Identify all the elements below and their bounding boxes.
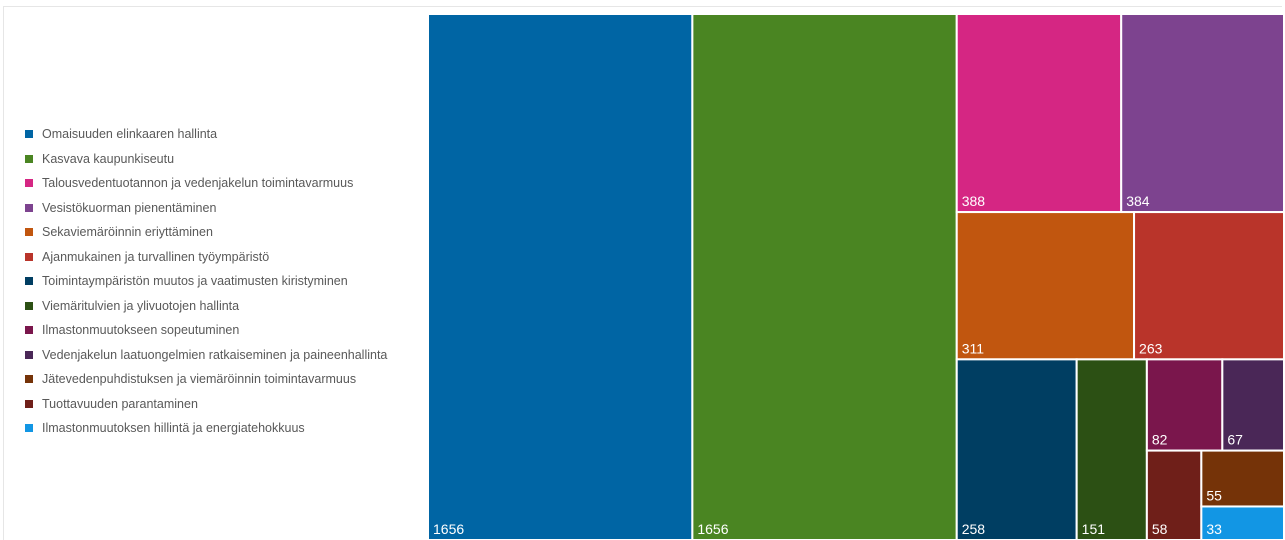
treemap-cell[interactable]: 384: [1120, 13, 1285, 214]
legend-label: Ajanmukainen ja turvallinen työympäristö: [42, 249, 270, 264]
legend-label: Talousvedentuotannon ja vedenjakelun toi…: [42, 176, 354, 191]
legend-label: Ilmastonmuutokseen sopeutuminen: [42, 323, 240, 338]
treemap-cell[interactable]: 311: [955, 211, 1136, 361]
legend-item[interactable]: Ilmastonmuutoksen hillintä ja energiateh…: [25, 416, 425, 441]
treemap-value-label: 258: [962, 521, 986, 537]
legend-item[interactable]: Ilmastonmuutokseen sopeutuminen: [25, 318, 425, 343]
treemap-cell[interactable]: 1656: [691, 13, 958, 540]
treemap-value-label: 1656: [433, 521, 464, 537]
legend-swatch: [25, 350, 33, 359]
legend-swatch: [25, 203, 33, 212]
treemap-rect[interactable]: [955, 211, 1136, 361]
legend-item[interactable]: Kasvava kaupunkiseutu: [25, 147, 425, 172]
legend: Omaisuuden elinkaaren hallinta Kasvava ka…: [25, 122, 425, 441]
treemap-rect[interactable]: [1075, 358, 1148, 540]
treemap-rect[interactable]: [955, 358, 1078, 540]
legend-swatch: [25, 154, 33, 163]
treemap-rect[interactable]: [691, 13, 958, 540]
treemap-value-label: 82: [1152, 432, 1168, 448]
legend-swatch: [25, 130, 33, 139]
treemap-value-label: 67: [1227, 432, 1243, 448]
legend-label: Viemäritulvien ja ylivuotojen hallinta: [42, 298, 240, 313]
legend-item[interactable]: Vesistökuorman pienentäminen: [25, 196, 425, 221]
treemap-cell[interactable]: 258: [955, 358, 1078, 540]
legend-item[interactable]: Jätevedenpuhdistuksen ja viemäröinnin to…: [25, 367, 425, 392]
treemap-cell[interactable]: 388: [955, 13, 1123, 214]
treemap-cell[interactable]: 55: [1200, 449, 1285, 508]
treemap-value-label: 33: [1206, 521, 1222, 537]
treemap-value-label: 58: [1152, 521, 1168, 537]
legend-swatch: [25, 252, 33, 261]
treemap-cell[interactable]: 67: [1221, 358, 1285, 452]
legend-item[interactable]: Tuottavuuden parantaminen: [25, 392, 425, 417]
treemap-cell[interactable]: 82: [1145, 358, 1224, 452]
legend-label: Vedenjakelun laatuongelmien ratkaisemine…: [42, 347, 388, 362]
legend-swatch: [25, 424, 33, 433]
legend-swatch: [25, 375, 33, 384]
treemap-rect[interactable]: [1221, 358, 1285, 452]
treemap-rect[interactable]: [1200, 505, 1285, 540]
treemap-value-label: 1656: [697, 521, 728, 537]
legend-swatch: [25, 228, 33, 237]
treemap-value-label: 388: [962, 193, 986, 209]
legend-swatch: [25, 326, 33, 335]
legend-item[interactable]: Vedenjakelun laatuongelmien ratkaisemine…: [25, 343, 425, 368]
chart-frame: [3, 6, 1282, 540]
legend-label: Vesistökuorman pienentäminen: [42, 200, 217, 215]
legend-item[interactable]: Toimintaympäristön muutos ja vaatimusten…: [25, 269, 425, 294]
legend-swatch: [25, 179, 33, 188]
treemap-cell[interactable]: 33: [1200, 505, 1285, 540]
legend-label: Sekaviemäröinnin eriyttäminen: [42, 225, 213, 240]
legend-item[interactable]: Sekaviemäröinnin eriyttäminen: [25, 220, 425, 245]
treemap-rect[interactable]: [1120, 13, 1285, 214]
legend-swatch: [25, 301, 33, 310]
legend-swatch: [25, 399, 33, 408]
treemap-value-label: 384: [1126, 193, 1150, 209]
treemap-rect[interactable]: [1133, 211, 1285, 361]
treemap-rect[interactable]: [427, 13, 694, 540]
legend-label: Kasvava kaupunkiseutu: [42, 151, 175, 166]
legend-item[interactable]: Ajanmukainen ja turvallinen työympäristö: [25, 245, 425, 270]
legend-swatch: [25, 277, 33, 286]
treemap-value-label: 263: [1139, 340, 1163, 356]
treemap-rect[interactable]: [1200, 449, 1285, 508]
legend-label: Omaisuuden elinkaaren hallinta: [42, 127, 218, 142]
treemap-value-label: 55: [1206, 487, 1222, 503]
treemap-cell[interactable]: 263: [1133, 211, 1285, 361]
legend-label: Tuottavuuden parantaminen: [42, 396, 198, 411]
legend-item[interactable]: Omaisuuden elinkaaren hallinta: [25, 122, 425, 147]
treemap-value-label: 311: [962, 340, 985, 356]
treemap-cell[interactable]: 151: [1075, 358, 1148, 540]
treemap-rect[interactable]: [955, 13, 1123, 214]
legend-item[interactable]: Talousvedentuotannon ja vedenjakelun toi…: [25, 171, 425, 196]
treemap-cell[interactable]: 58: [1145, 449, 1203, 540]
legend-item[interactable]: Viemäritulvien ja ylivuotojen hallinta: [25, 294, 425, 319]
treemap-value-label: 151: [1082, 521, 1106, 537]
treemap-cell[interactable]: 1656: [427, 13, 694, 540]
legend-label: Toimintaympäristön muutos ja vaatimusten…: [42, 274, 348, 289]
legend-label: Jätevedenpuhdistuksen ja viemäröinnin to…: [42, 372, 357, 387]
legend-label: Ilmastonmuutoksen hillintä ja energiateh…: [42, 421, 305, 436]
